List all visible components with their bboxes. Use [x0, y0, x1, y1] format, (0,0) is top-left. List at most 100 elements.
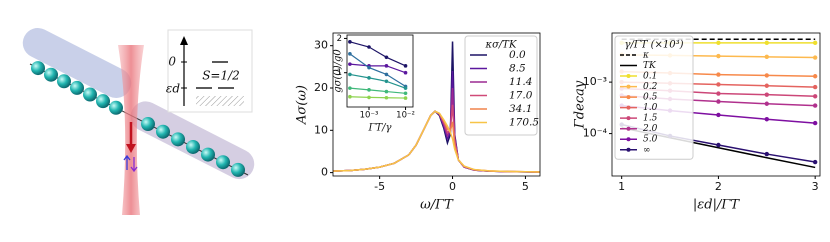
legend-label: 0.2 [643, 82, 658, 92]
legend-label: 0.0 [509, 49, 526, 61]
point [384, 95, 389, 100]
energy-axis-head [180, 36, 188, 45]
y-tick-label: 20 [314, 81, 328, 94]
point [403, 91, 408, 96]
legend-label: 2.0 [642, 124, 658, 134]
point [384, 72, 389, 77]
y-tick-label: 1 [337, 68, 342, 78]
legend-marker [626, 137, 631, 142]
y-tick-label: 10⁻⁴ [583, 127, 608, 140]
point [403, 86, 408, 90]
bead [31, 61, 45, 76]
series-line [349, 41, 406, 67]
x-tick-label: 0 [449, 180, 456, 193]
point [384, 79, 389, 84]
point [367, 65, 371, 70]
point [812, 40, 818, 46]
series-line [349, 87, 406, 94]
point [812, 74, 818, 79]
point [716, 82, 721, 87]
y-tick-label: 2 [337, 34, 342, 44]
point [716, 112, 721, 118]
plot-area [347, 35, 413, 107]
legend-label: 170.5 [509, 117, 539, 129]
legend-marker [626, 126, 631, 131]
beads [31, 61, 245, 177]
bead [186, 139, 200, 154]
legend-label: 1.5 [643, 114, 658, 124]
legend-label: 8.5 [509, 63, 526, 75]
legend-label: 11.4 [509, 76, 532, 88]
bead [156, 124, 170, 139]
legend-label: 5.0 [643, 135, 658, 145]
label-level: εd [166, 82, 180, 96]
legend-label: κ [642, 51, 649, 61]
y-tick-label: 10 [314, 123, 328, 136]
point [716, 91, 721, 96]
bead [201, 147, 215, 162]
bead [231, 162, 245, 177]
x-tick-label: 2 [715, 180, 722, 193]
point [764, 40, 769, 46]
legend-marker [626, 147, 631, 152]
point [403, 96, 408, 100]
point [764, 83, 769, 88]
point [384, 89, 389, 94]
frame [611, 32, 821, 177]
point [403, 64, 408, 68]
point [348, 62, 352, 66]
legend-marker [626, 74, 631, 79]
frame [332, 32, 541, 177]
point [348, 40, 352, 44]
x-axis-label: ΓT/γ [368, 123, 392, 134]
point [812, 103, 818, 108]
point [367, 88, 371, 92]
point [384, 55, 389, 60]
point [764, 73, 769, 78]
series-line [349, 73, 406, 89]
tube-left [22, 28, 132, 98]
legend-marker [626, 105, 631, 110]
point [764, 151, 769, 157]
series-group [348, 40, 408, 100]
legend-label: 0.1 [643, 72, 657, 82]
legend-marker [626, 116, 631, 121]
legend-label: ∞ [643, 145, 651, 155]
label-zero: 0 [168, 55, 176, 69]
y-axis-label: Aσ(ω) [295, 85, 310, 125]
series-group [333, 41, 540, 173]
legend-marker [626, 84, 631, 89]
legend-label: 0.5 [643, 93, 658, 103]
point [348, 52, 352, 56]
point [367, 76, 371, 80]
point [764, 54, 769, 60]
point [764, 101, 769, 106]
point [384, 64, 389, 68]
y-tick-label: 0 [321, 166, 328, 179]
bead [171, 132, 185, 147]
spin-arrow-head [126, 144, 136, 153]
x-tick-label: 10⁻² [396, 111, 415, 121]
bead [216, 155, 230, 170]
legend-box [464, 35, 538, 136]
frame [346, 34, 414, 108]
label-spin: S=1/2 [202, 69, 240, 83]
bead [44, 67, 58, 82]
legend-label: 17.0 [509, 90, 533, 102]
point [812, 55, 818, 60]
point [348, 94, 352, 99]
point [348, 72, 352, 77]
arrow-down [130, 157, 138, 173]
bead [57, 74, 71, 89]
point [716, 142, 721, 148]
y-axis-label: gσ(0)/g0 [333, 49, 344, 93]
point [716, 53, 721, 59]
y-tick-label: 10⁻³ [583, 75, 607, 88]
x-tick-label: -5 [374, 180, 385, 193]
inset: 10⁻³ 10⁻² 1 2 ΓT/γ gσ(0)/g0 [333, 34, 415, 134]
plot: -5 0 5 0 10 20 30 ω/ΓT Aσ(ω) κσ/TK0.0 8.511.4 17.03… [295, 32, 541, 213]
bead [83, 87, 97, 102]
series-line [333, 110, 540, 173]
point [812, 159, 818, 165]
